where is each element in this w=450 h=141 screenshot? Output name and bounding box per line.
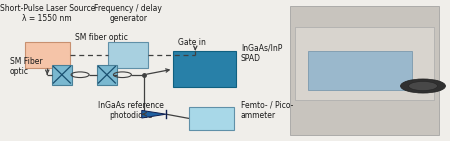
Polygon shape [142, 110, 166, 118]
Text: SM Fiber
optic: SM Fiber optic [10, 57, 42, 76]
FancyBboxPatch shape [173, 51, 236, 87]
FancyBboxPatch shape [308, 51, 412, 90]
Text: InGaAs reference
photodiode: InGaAs reference photodiode [98, 101, 163, 120]
FancyBboxPatch shape [97, 65, 117, 85]
FancyBboxPatch shape [25, 42, 70, 68]
FancyBboxPatch shape [189, 107, 234, 130]
Circle shape [409, 81, 437, 91]
Text: Short-Pulse Laser Source
λ = 1550 nm: Short-Pulse Laser Source λ = 1550 nm [0, 4, 95, 23]
Circle shape [400, 79, 446, 93]
Text: InGaAs/InP
SPAD: InGaAs/InP SPAD [241, 44, 282, 63]
FancyBboxPatch shape [290, 6, 439, 135]
Text: Frequency / delay
generator: Frequency / delay generator [94, 4, 162, 23]
Text: Femto- / Pico-
ammeter: Femto- / Pico- ammeter [241, 100, 293, 120]
FancyBboxPatch shape [52, 65, 72, 85]
Text: SM fiber optic: SM fiber optic [75, 33, 128, 42]
FancyBboxPatch shape [108, 42, 148, 68]
Text: Gate in: Gate in [178, 38, 206, 47]
FancyBboxPatch shape [295, 27, 434, 100]
